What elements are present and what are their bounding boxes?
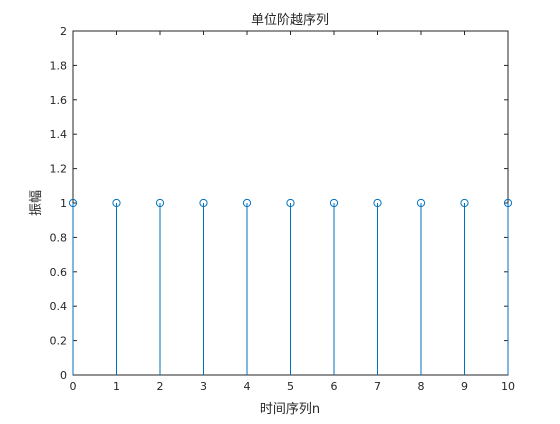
stem-marker [416, 198, 426, 208]
y-tick-label: 1.2 [50, 163, 68, 176]
x-tick-label: 10 [501, 380, 515, 393]
y-tick-label: 0.2 [50, 335, 68, 348]
stem-marker [199, 198, 208, 208]
x-tick-label: 4 [244, 380, 251, 393]
y-tick-label: 0.6 [50, 266, 68, 279]
stem-marker [329, 198, 339, 208]
y-tick-label: 2 [60, 25, 67, 38]
y-tick-label: 1.8 [50, 59, 68, 72]
x-axis-label: 时间序列n [260, 402, 320, 417]
y-tick-label: 0.8 [50, 231, 68, 244]
y-axis-label: 振幅 [29, 190, 44, 216]
stem-marker [460, 198, 469, 208]
chart-title: 单位阶越序列 [251, 13, 329, 28]
y-tick-label: 0 [60, 369, 67, 382]
stem-marker [68, 198, 78, 208]
y-tick-label: 1 [60, 197, 67, 210]
y-tick-label: 1.4 [50, 128, 68, 141]
stem-marker [155, 198, 165, 208]
x-tick-label: 0 [70, 380, 77, 393]
data-stems [68, 198, 513, 375]
y-tick-label: 1.6 [50, 94, 68, 107]
x-tick-label: 3 [200, 380, 207, 393]
x-tick-label: 6 [331, 380, 338, 393]
x-tick-label: 1 [113, 380, 120, 393]
x-tick-label: 9 [461, 380, 468, 393]
stem-marker [112, 198, 121, 208]
x-tick-label: 8 [418, 380, 425, 393]
x-tick-label: 5 [287, 380, 294, 393]
stem-marker [242, 198, 252, 208]
stem-marker [503, 198, 513, 208]
tick-labels: 0 1 2 3 4 5 6 7 8 9 10 0 0.2 0.4 0.6 0.8 1 1.2 1.4 1.6 1.8 2 [50, 25, 516, 393]
x-tick-label: 2 [157, 380, 164, 393]
stem-marker [286, 198, 295, 208]
x-tick-label: 7 [374, 380, 381, 393]
stem-marker [373, 198, 382, 208]
y-tick-label: 0.4 [50, 300, 68, 313]
